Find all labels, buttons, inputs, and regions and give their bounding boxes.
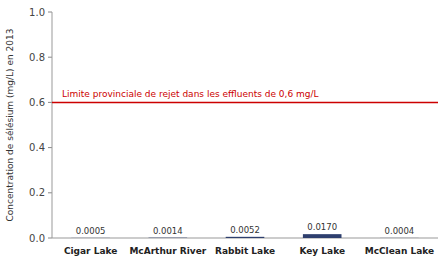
y-tick-label: 0.8 (29, 52, 45, 63)
y-tick (48, 238, 52, 239)
y-tick-label: 0.6 (29, 97, 45, 108)
limit-line (52, 102, 438, 104)
chart: 0.0 0.2 0.4 0.6 0.8 1.0 Concentration de sélés… (0, 0, 448, 268)
x-tick-label: Rabbit Lake (215, 246, 275, 256)
y-tick (48, 147, 52, 148)
data-label: 0.0014 (153, 226, 183, 236)
data-label: 0.0005 (76, 226, 106, 236)
bar (380, 237, 419, 238)
limit-label: Limite provinciale de rejet dans les eff… (62, 89, 319, 99)
bar (303, 234, 342, 238)
x-tick-label: McClean Lake (365, 246, 434, 256)
y-tick (48, 102, 52, 103)
x-tick-label: Key Lake (299, 246, 345, 256)
x-tick-label: Cigar Lake (64, 246, 117, 256)
y-tick (48, 57, 52, 58)
x-axis (52, 238, 438, 239)
y-tick (48, 192, 52, 193)
bar (226, 237, 265, 238)
y-tick-label: 0.2 (29, 187, 45, 198)
y-tick-label: 0.4 (29, 142, 45, 153)
limit-group (52, 102, 438, 103)
y-tick-label: 0.0 (29, 233, 45, 244)
bar (71, 237, 110, 238)
data-label: 0.0004 (385, 226, 415, 236)
y-tick-label: 1.0 (29, 7, 45, 18)
y-axis-label: Concentration de sélésium (mg/L) en 2013 (5, 29, 15, 222)
data-label: 0.0170 (307, 222, 337, 232)
data-label: 0.0052 (230, 225, 260, 235)
x-tick-label: McArthur River (129, 246, 206, 256)
y-axis (52, 12, 53, 238)
y-tick (48, 12, 52, 13)
bar (149, 237, 188, 238)
